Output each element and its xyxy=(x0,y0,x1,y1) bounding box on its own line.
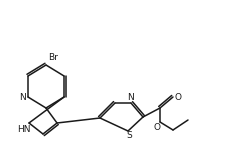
Text: N: N xyxy=(20,92,26,102)
Text: O: O xyxy=(153,123,161,132)
Text: N: N xyxy=(128,93,134,102)
Text: S: S xyxy=(126,131,132,140)
Text: HN: HN xyxy=(17,124,31,133)
Text: O: O xyxy=(174,92,182,102)
Text: Br: Br xyxy=(48,52,58,62)
